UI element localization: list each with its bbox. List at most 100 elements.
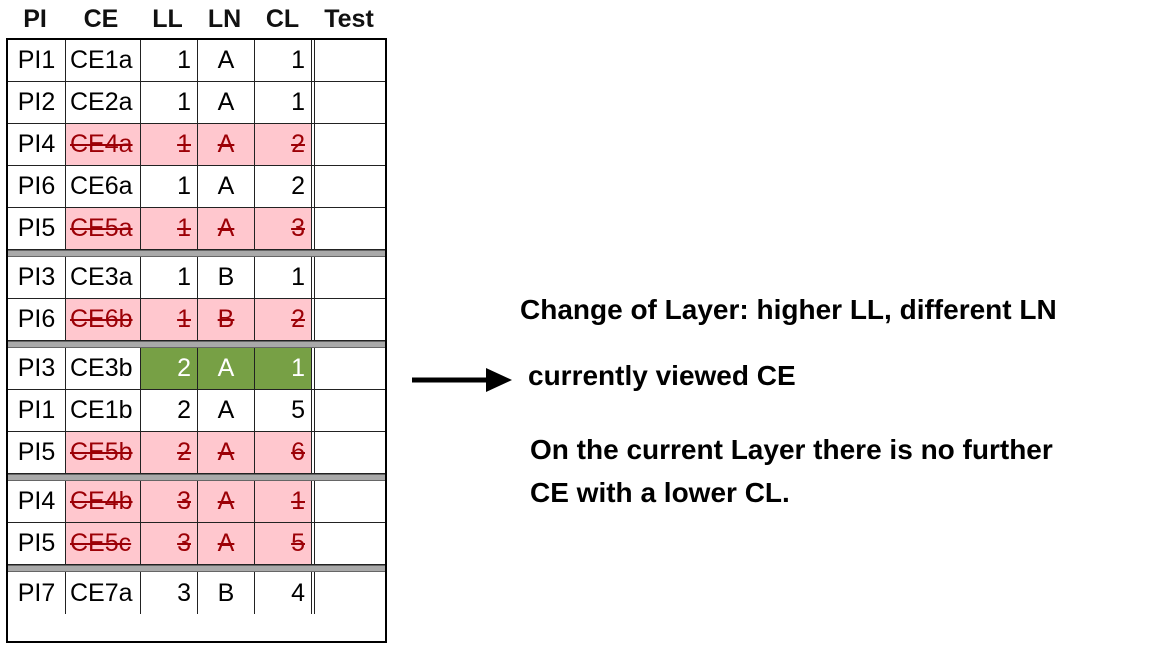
cell-ll: 1 bbox=[177, 172, 191, 200]
cell-pi: PI5 bbox=[17, 438, 56, 466]
cell-ll: 1 bbox=[177, 263, 191, 291]
arrow-right-icon bbox=[412, 368, 512, 392]
header-ce: CE bbox=[83, 4, 119, 33]
cell-ll: 1 bbox=[177, 88, 191, 116]
layer-separator bbox=[8, 341, 385, 348]
cell-ll: 2 bbox=[141, 348, 197, 389]
cell-ce: CE6b bbox=[66, 299, 140, 340]
ce-table: PI1 CE1a 1 A 1 PI2 CE2a 1 A 1 PI4 CE4a 1 A 2 PI6 CE6a 1 A 2… bbox=[6, 38, 387, 643]
header-test: Test bbox=[324, 4, 374, 33]
cell-ln: B bbox=[198, 299, 254, 340]
table-row: PI3 CE3b 2 A 1 bbox=[8, 348, 385, 390]
cell-ll: 2 bbox=[177, 396, 191, 424]
cell-ln: B bbox=[217, 263, 235, 291]
cell-ln: A bbox=[198, 432, 254, 473]
header-ll: LL bbox=[152, 4, 183, 33]
cell-ln: A bbox=[198, 124, 254, 165]
cell-ln: A bbox=[217, 172, 235, 200]
cell-ll: 1 bbox=[141, 124, 197, 165]
cell-test bbox=[315, 40, 385, 81]
cell-test bbox=[315, 348, 385, 389]
cell-pi: PI7 bbox=[17, 578, 56, 607]
cell-pi: PI5 bbox=[17, 529, 56, 557]
cell-test bbox=[315, 166, 385, 207]
table-row: PI4 CE4a 1 A 2 bbox=[8, 124, 385, 166]
header-cl: CL bbox=[265, 4, 300, 33]
cell-cl: 1 bbox=[291, 46, 305, 74]
cell-cl: 3 bbox=[255, 208, 311, 249]
layer-separator bbox=[8, 474, 385, 481]
layer-separator bbox=[8, 565, 385, 572]
cell-pi: PI1 bbox=[17, 46, 56, 74]
cell-test bbox=[315, 390, 385, 431]
table-row: PI7 CE7a 3 B 4 bbox=[8, 572, 385, 614]
cell-test bbox=[315, 82, 385, 123]
cell-ce: CE5b bbox=[66, 432, 140, 473]
cell-pi: PI5 bbox=[17, 214, 56, 242]
cell-cl: 4 bbox=[291, 578, 305, 607]
cell-ce: CE5c bbox=[66, 523, 140, 564]
cell-pi: PI3 bbox=[17, 354, 56, 382]
cell-ln: B bbox=[217, 578, 235, 607]
cell-ce: CE1a bbox=[70, 46, 133, 74]
layer-change-note: Change of Layer: higher LL, different LN bbox=[520, 294, 1057, 325]
cell-ll: 3 bbox=[177, 578, 191, 607]
cell-ln: A bbox=[198, 481, 254, 522]
no-lower-cl-note-line2: CE with a lower CL. bbox=[530, 477, 790, 508]
cell-test bbox=[315, 257, 385, 298]
cell-ce: CE5a bbox=[66, 208, 140, 249]
cell-cl: 2 bbox=[291, 172, 305, 200]
cell-ce: CE1b bbox=[70, 396, 133, 424]
cell-ln: A bbox=[198, 208, 254, 249]
cell-cl: 2 bbox=[255, 124, 311, 165]
cell-ll: 3 bbox=[141, 481, 197, 522]
table-row: PI1 CE1a 1 A 1 bbox=[8, 40, 385, 82]
cell-ce: CE4b bbox=[66, 481, 140, 522]
cell-ln: A bbox=[217, 396, 235, 424]
cell-ln: A bbox=[198, 348, 254, 389]
cell-pi: PI2 bbox=[17, 88, 56, 116]
cell-cl: 1 bbox=[255, 481, 311, 522]
table-row: PI5 CE5a 1 A 3 bbox=[8, 208, 385, 250]
cell-ll: 1 bbox=[177, 46, 191, 74]
cell-cl: 2 bbox=[255, 299, 311, 340]
cell-cl: 5 bbox=[291, 396, 305, 424]
header-pi: PI bbox=[23, 4, 47, 33]
layer-separator bbox=[8, 250, 385, 257]
table-row: PI1 CE1b 2 A 5 bbox=[8, 390, 385, 432]
cell-ce: CE7a bbox=[70, 578, 133, 607]
cell-ce: CE3a bbox=[70, 263, 133, 291]
cell-pi: PI1 bbox=[17, 396, 56, 424]
cell-pi: PI3 bbox=[17, 263, 56, 291]
table-row: PI6 CE6a 1 A 2 bbox=[8, 166, 385, 208]
header-ln: LN bbox=[207, 4, 242, 33]
cell-ll: 1 bbox=[141, 208, 197, 249]
cell-test bbox=[315, 481, 385, 522]
table-row: PI5 CE5c 3 A 5 bbox=[8, 523, 385, 565]
cell-test bbox=[315, 299, 385, 340]
cell-test bbox=[315, 432, 385, 473]
cell-cl: 1 bbox=[291, 263, 305, 291]
cell-pi: PI4 bbox=[17, 130, 56, 158]
cell-ln: A bbox=[198, 523, 254, 564]
table-row: PI2 CE2a 1 A 1 bbox=[8, 82, 385, 124]
cell-pi: PI4 bbox=[17, 487, 56, 515]
table-row: PI3 CE3a 1 B 1 bbox=[8, 257, 385, 299]
cell-test bbox=[315, 208, 385, 249]
cell-test bbox=[315, 124, 385, 165]
cell-pi: PI6 bbox=[17, 305, 56, 333]
table-row: PI4 CE4b 3 A 1 bbox=[8, 481, 385, 523]
cell-ln: A bbox=[217, 88, 235, 116]
cell-ce: CE2a bbox=[70, 88, 133, 116]
cell-ln: A bbox=[217, 46, 235, 74]
cell-ll: 3 bbox=[141, 523, 197, 564]
no-lower-cl-note-line1: On the current Layer there is no further bbox=[530, 434, 1053, 465]
cell-cl: 6 bbox=[255, 432, 311, 473]
table-row: PI5 CE5b 2 A 6 bbox=[8, 432, 385, 474]
cell-test bbox=[315, 523, 385, 564]
cell-cl: 1 bbox=[255, 348, 311, 389]
cell-pi: PI6 bbox=[17, 172, 56, 200]
cell-ce: CE4a bbox=[66, 124, 140, 165]
cell-cl: 1 bbox=[291, 88, 305, 116]
cell-ll: 1 bbox=[141, 299, 197, 340]
